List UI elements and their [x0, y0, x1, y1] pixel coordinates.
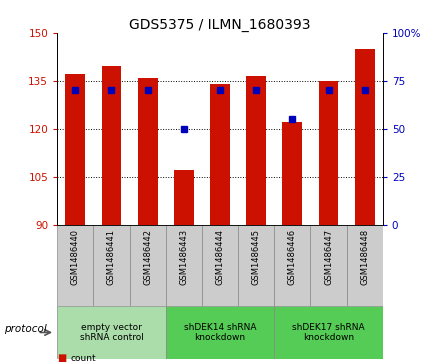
Bar [210, 84, 230, 225]
Bar [355, 49, 375, 225]
Text: GSM1486443: GSM1486443 [180, 229, 188, 285]
Title: GDS5375 / ILMN_1680393: GDS5375 / ILMN_1680393 [129, 18, 311, 32]
Bar [174, 170, 194, 225]
Text: GSM1486447: GSM1486447 [324, 229, 333, 285]
Text: count: count [70, 354, 96, 363]
Bar [238, 225, 274, 306]
Text: GSM1486444: GSM1486444 [216, 229, 224, 285]
Bar [129, 225, 166, 306]
Bar [166, 225, 202, 306]
Bar [347, 225, 383, 306]
Bar [166, 306, 274, 359]
Text: GSM1486441: GSM1486441 [107, 229, 116, 285]
Bar [57, 225, 93, 306]
Bar [57, 306, 166, 359]
Bar [202, 225, 238, 306]
Text: ■: ■ [57, 353, 66, 363]
Bar [246, 76, 266, 225]
Bar [66, 74, 85, 225]
Bar [93, 225, 129, 306]
Bar [102, 66, 121, 225]
Bar [138, 78, 158, 225]
Text: shDEK14 shRNA
knockdown: shDEK14 shRNA knockdown [184, 323, 256, 342]
Bar [274, 225, 311, 306]
Text: GSM1486442: GSM1486442 [143, 229, 152, 285]
Bar [319, 81, 338, 225]
Text: GSM1486445: GSM1486445 [252, 229, 260, 285]
Text: GSM1486448: GSM1486448 [360, 229, 369, 285]
Text: empty vector
shRNA control: empty vector shRNA control [80, 323, 143, 342]
Bar [274, 306, 383, 359]
Bar [311, 225, 347, 306]
Text: GSM1486440: GSM1486440 [71, 229, 80, 285]
Text: shDEK17 shRNA
knockdown: shDEK17 shRNA knockdown [292, 323, 365, 342]
Text: protocol: protocol [4, 324, 47, 334]
Text: GSM1486446: GSM1486446 [288, 229, 297, 285]
Bar [282, 122, 302, 225]
